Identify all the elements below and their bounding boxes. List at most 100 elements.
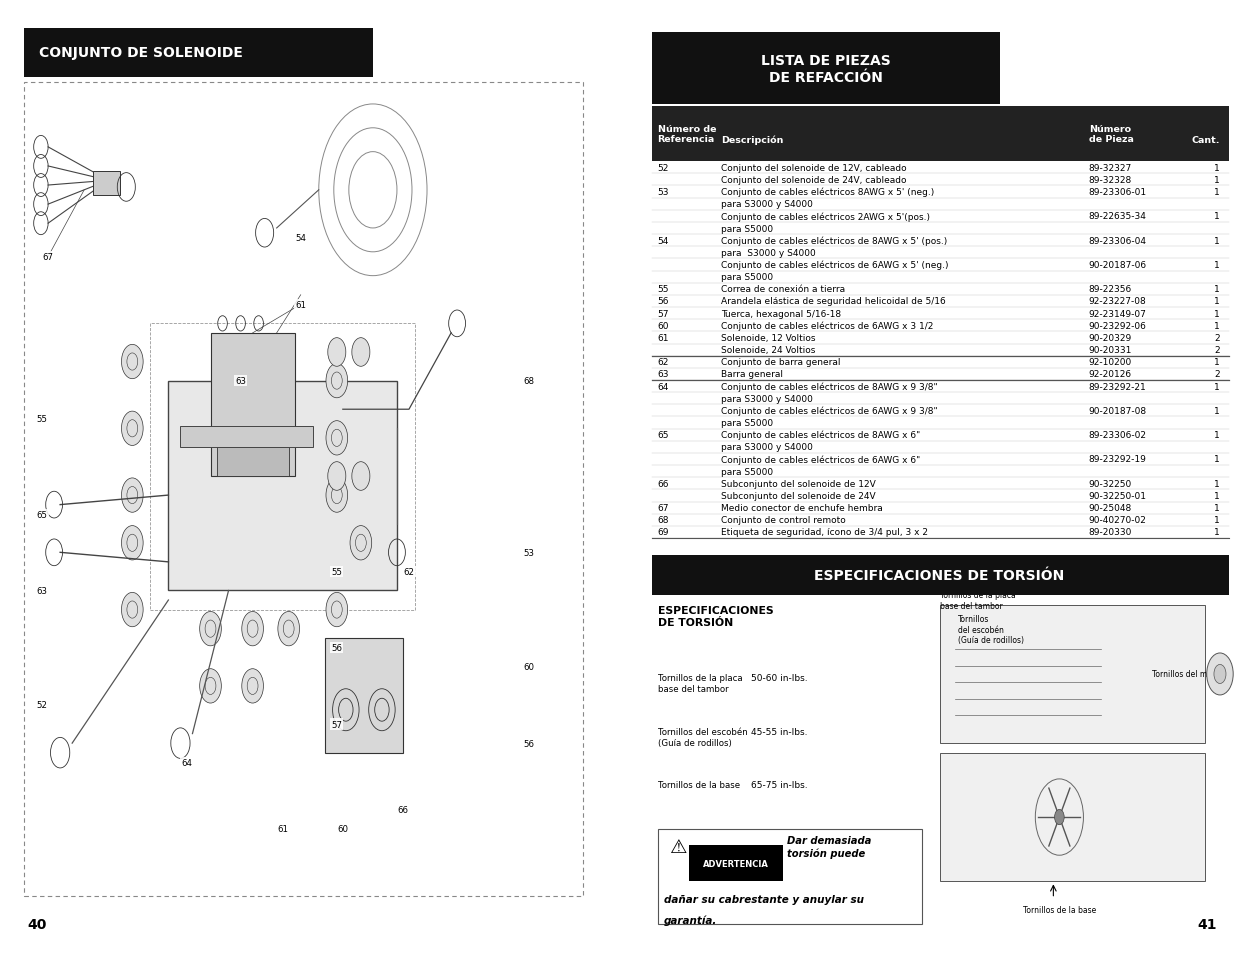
Circle shape [326, 364, 347, 398]
Bar [216, 448, 289, 476]
Text: 90-32250: 90-32250 [1089, 479, 1132, 488]
Text: 65: 65 [657, 431, 669, 439]
Text: 60: 60 [657, 321, 669, 331]
Text: 65-75 in-lbs.: 65-75 in-lbs. [751, 781, 808, 789]
Text: Dar demasiada
torsión puede: Dar demasiada torsión puede [787, 835, 872, 858]
Text: 1: 1 [1214, 406, 1220, 416]
Bar [940, 753, 1205, 882]
Text: 67: 67 [43, 253, 53, 262]
Text: 1: 1 [1214, 297, 1220, 306]
Text: para S3000 y S4000: para S3000 y S4000 [721, 443, 813, 452]
Bar [652, 33, 1000, 105]
Text: 90-20329: 90-20329 [1089, 334, 1132, 342]
Text: ESPECIFICACIONES
DE TORSIÓN: ESPECIFICACIONES DE TORSIÓN [657, 605, 773, 627]
Circle shape [200, 669, 221, 703]
Text: Subconjunto del solenoide de 24V: Subconjunto del solenoide de 24V [721, 492, 876, 500]
Text: Cant.: Cant. [1192, 136, 1220, 145]
Text: 89-32327: 89-32327 [1089, 164, 1132, 172]
Text: dañar su cabrestante y anuylar su: dañar su cabrestante y anuylar su [663, 894, 863, 903]
Text: 1: 1 [1214, 285, 1220, 294]
Text: 55: 55 [37, 415, 48, 424]
Text: Conjunto de cables eléctricos 2AWG x 5'(pos.): Conjunto de cables eléctricos 2AWG x 5'(… [721, 212, 930, 221]
Text: 89-23292-21: 89-23292-21 [1089, 382, 1146, 391]
Text: 89-22356: 89-22356 [1089, 285, 1132, 294]
Circle shape [242, 669, 263, 703]
Text: Subconjunto del solenoide de 12V: Subconjunto del solenoide de 12V [721, 479, 876, 488]
Circle shape [278, 612, 300, 646]
Text: 89-23292-19: 89-23292-19 [1089, 455, 1147, 464]
Text: Conjunto de cables eléctricos de 6AWG x 5' (neg.): Conjunto de cables eléctricos de 6AWG x … [721, 260, 948, 270]
Text: 56: 56 [524, 739, 535, 748]
Text: ⚠: ⚠ [669, 837, 688, 856]
Text: CONJUNTO DE SOLENOIDE: CONJUNTO DE SOLENOIDE [40, 47, 243, 60]
Text: 54: 54 [295, 233, 306, 243]
Bar [689, 845, 783, 882]
Text: 1: 1 [1214, 261, 1220, 270]
Text: Tornillos de la placa
base del tambor: Tornillos de la placa base del tambor [657, 674, 742, 694]
Bar [210, 334, 295, 476]
Text: 35-40 in-lb: 35-40 in-lb [751, 834, 800, 842]
Text: 62: 62 [404, 567, 415, 577]
Text: 55: 55 [331, 567, 342, 577]
Text: 52: 52 [657, 164, 669, 172]
Text: Etiqueta de seguridad, ícono de 3/4 pul, 3 x 2: Etiqueta de seguridad, ícono de 3/4 pul,… [721, 528, 927, 537]
Text: Conjunto de cables eléctricos de 6AWG x 9 3/8": Conjunto de cables eléctricos de 6AWG x … [721, 406, 937, 416]
Text: 1: 1 [1214, 528, 1220, 537]
Text: Barra general: Barra general [721, 370, 783, 379]
Text: 53: 53 [524, 548, 535, 558]
Text: Conjunto de control remoto: Conjunto de control remoto [721, 516, 846, 525]
Bar [151, 324, 415, 610]
Bar [652, 556, 1229, 596]
Text: Conjunto de cables eléctricos de 6AWG x 3 1/2: Conjunto de cables eléctricos de 6AWG x … [721, 321, 934, 331]
Text: 1: 1 [1214, 321, 1220, 331]
Text: 62: 62 [657, 358, 669, 367]
Text: 1: 1 [1214, 492, 1220, 500]
Circle shape [350, 526, 372, 560]
Text: 92-20126: 92-20126 [1089, 370, 1132, 379]
Text: 1: 1 [1214, 516, 1220, 525]
Text: 50-60 in-lbs.: 50-60 in-lbs. [751, 674, 808, 682]
Text: 52: 52 [37, 700, 48, 710]
Bar [93, 172, 120, 195]
Text: 90-20331: 90-20331 [1089, 346, 1132, 355]
Circle shape [1214, 664, 1226, 683]
Text: 56: 56 [657, 297, 669, 306]
Text: 61: 61 [295, 300, 306, 310]
Text: Tornillos de la base: Tornillos de la base [1023, 905, 1095, 914]
Text: 90-23292-06: 90-23292-06 [1089, 321, 1147, 331]
Bar [168, 381, 396, 591]
Text: 68: 68 [524, 376, 535, 386]
Bar [325, 639, 403, 753]
Bar [23, 83, 583, 896]
Text: Motor: Motor [657, 834, 683, 842]
Circle shape [326, 478, 347, 513]
Text: 1: 1 [1214, 382, 1220, 391]
Circle shape [326, 593, 347, 627]
Text: 2: 2 [1214, 334, 1220, 342]
Text: 2: 2 [1214, 370, 1220, 379]
Text: 1: 1 [1214, 455, 1220, 464]
Text: Tornillos del motor: Tornillos del motor [1152, 670, 1223, 679]
Text: 54: 54 [657, 236, 669, 246]
Circle shape [121, 345, 143, 379]
Text: 63: 63 [657, 370, 669, 379]
Text: Conjunto de cables eléctricos de 8AWG x 6": Conjunto de cables eléctricos de 8AWG x … [721, 431, 920, 440]
Text: 1: 1 [1214, 213, 1220, 221]
Text: para S5000: para S5000 [721, 467, 773, 476]
Text: 89-20330: 89-20330 [1089, 528, 1132, 537]
Text: 64: 64 [182, 758, 191, 767]
Text: Arandela elástica de seguridad helicoidal de 5/16: Arandela elástica de seguridad helicoida… [721, 297, 946, 306]
Text: 57: 57 [657, 310, 669, 318]
Text: Tornillos de la placa
base del tambor: Tornillos de la placa base del tambor [940, 591, 1016, 610]
Text: 40: 40 [27, 917, 47, 931]
Text: 68: 68 [657, 516, 669, 525]
Circle shape [121, 412, 143, 446]
Text: 63: 63 [235, 376, 246, 386]
Text: 55: 55 [657, 285, 669, 294]
Text: Conjunto del solenoide de 24V, cableado: Conjunto del solenoide de 24V, cableado [721, 175, 906, 185]
Text: para S3000 y S4000: para S3000 y S4000 [721, 200, 813, 209]
Text: para S5000: para S5000 [721, 418, 773, 428]
Text: 90-32250-01: 90-32250-01 [1089, 492, 1147, 500]
Text: 66: 66 [657, 479, 669, 488]
Text: 56: 56 [331, 643, 342, 653]
